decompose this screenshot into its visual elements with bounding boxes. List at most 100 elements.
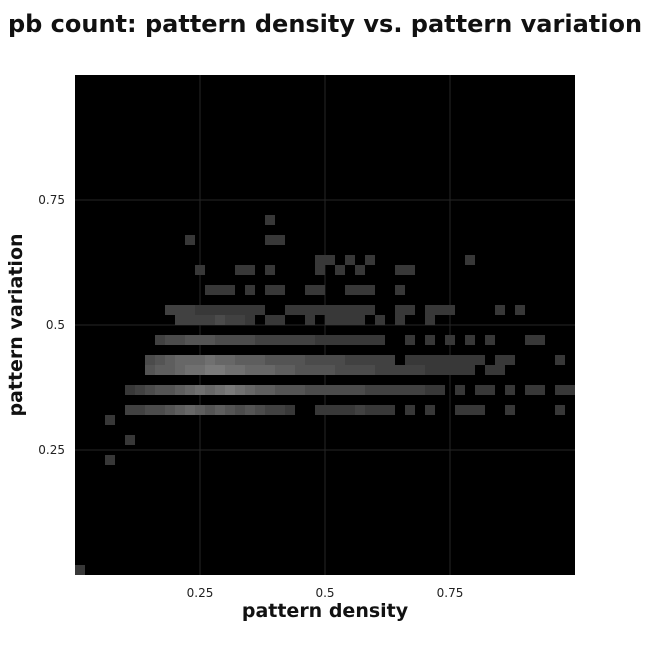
heatmap-cell	[485, 385, 495, 395]
heatmap-cell	[185, 385, 195, 395]
heatmap-cell	[195, 405, 205, 415]
heatmap-cell	[325, 355, 335, 365]
heatmap-cell	[285, 335, 295, 345]
heatmap-cell	[165, 405, 175, 415]
heatmap-cell	[225, 405, 235, 415]
heatmap-cell	[385, 355, 395, 365]
heatmap-cell	[385, 405, 395, 415]
heatmap-cell	[465, 355, 475, 365]
heatmap-cell	[465, 365, 475, 375]
y-tick-label: 0.75	[38, 193, 65, 207]
heatmap-cell	[245, 315, 255, 325]
heatmap-cell	[415, 355, 425, 365]
heatmap-cell	[285, 385, 295, 395]
heatmap-cell	[325, 255, 335, 265]
heatmap-cell	[225, 285, 235, 295]
heatmap-cell	[425, 315, 435, 325]
heatmap-cell	[235, 315, 245, 325]
heatmap-cell	[505, 385, 515, 395]
heatmap-cell	[365, 385, 375, 395]
heatmap-cell	[565, 385, 575, 395]
heatmap-cell	[505, 355, 515, 365]
heatmap-cell	[265, 215, 275, 225]
heatmap-cell	[155, 335, 165, 345]
heatmap-cell	[335, 385, 345, 395]
heatmap-cell	[235, 305, 245, 315]
heatmap-cell	[425, 385, 435, 395]
heatmap-cell	[415, 385, 425, 395]
heatmap-cell	[455, 405, 465, 415]
heatmap-cell	[225, 335, 235, 345]
heatmap-cell	[345, 365, 355, 375]
heatmap-cell	[225, 385, 235, 395]
heatmap-cell	[135, 385, 145, 395]
heatmap-cell	[425, 335, 435, 345]
heatmap-cell	[205, 355, 215, 365]
heatmap-cell	[255, 355, 265, 365]
heatmap-cell	[235, 365, 245, 375]
heatmap-cell	[175, 305, 185, 315]
heatmap-cell	[145, 385, 155, 395]
heatmap-cell	[335, 405, 345, 415]
x-axis-label: pattern density	[241, 600, 409, 622]
heatmap-cell	[275, 405, 285, 415]
heatmap-cell	[405, 405, 415, 415]
heatmap-cell	[275, 285, 285, 295]
heatmap-cell	[165, 335, 175, 345]
heatmap-cell	[245, 355, 255, 365]
heatmap-cell	[355, 365, 365, 375]
heatmap-cell	[165, 355, 175, 365]
heatmap-cell	[315, 405, 325, 415]
heatmap-cell	[315, 255, 325, 265]
heatmap-cell	[385, 385, 395, 395]
heatmap-cell	[75, 565, 85, 575]
heatmap-cell	[305, 285, 315, 295]
heatmap-cell	[285, 405, 295, 415]
heatmap-cell	[465, 405, 475, 415]
heatmap-cell	[175, 355, 185, 365]
heatmap-cell	[295, 365, 305, 375]
heatmap-cell	[285, 355, 295, 365]
heatmap-cell	[335, 315, 345, 325]
heatmap-cell	[315, 335, 325, 345]
heatmap-cell	[405, 305, 415, 315]
heatmap-cell	[475, 385, 485, 395]
heatmap-cell	[105, 415, 115, 425]
heatmap-cell	[405, 265, 415, 275]
heatmap-cell	[405, 355, 415, 365]
heatmap-cell	[255, 385, 265, 395]
heatmap-cell	[355, 305, 365, 315]
heatmap-cell	[295, 305, 305, 315]
heatmap-cell	[215, 405, 225, 415]
heatmap-cell	[355, 385, 365, 395]
x-tick-label: 0.5	[315, 586, 334, 600]
heatmap-cell	[465, 335, 475, 345]
heatmap-cell	[265, 335, 275, 345]
heatmap-cell	[265, 315, 275, 325]
y-tick-label: 0.5	[46, 318, 65, 332]
heatmap-cell	[435, 385, 445, 395]
heatmap-cell	[515, 305, 525, 315]
heatmap-cell	[345, 335, 355, 345]
heatmap-cell	[135, 405, 145, 415]
heatmap-cell	[325, 365, 335, 375]
heatmap-cell	[335, 335, 345, 345]
heatmap-cell	[395, 385, 405, 395]
heatmap-cell	[195, 385, 205, 395]
heatmap-cell	[365, 335, 375, 345]
heatmap-cell	[155, 355, 165, 365]
heatmap-cell	[125, 435, 135, 445]
heatmap-cell	[455, 355, 465, 365]
heatmap-cell	[325, 315, 335, 325]
heatmap-cell	[315, 305, 325, 315]
heatmap-cell	[255, 335, 265, 345]
heatmap-cell	[305, 315, 315, 325]
heatmap-cell	[445, 355, 455, 365]
heatmap-cell	[195, 305, 205, 315]
heatmap-cell	[315, 265, 325, 275]
heatmap-cell	[325, 385, 335, 395]
heatmap-cell	[145, 365, 155, 375]
x-tick-labels: 0.25 0.5 0.75	[187, 586, 464, 600]
heatmap-cell	[145, 405, 155, 415]
heatmap-cell	[445, 365, 455, 375]
